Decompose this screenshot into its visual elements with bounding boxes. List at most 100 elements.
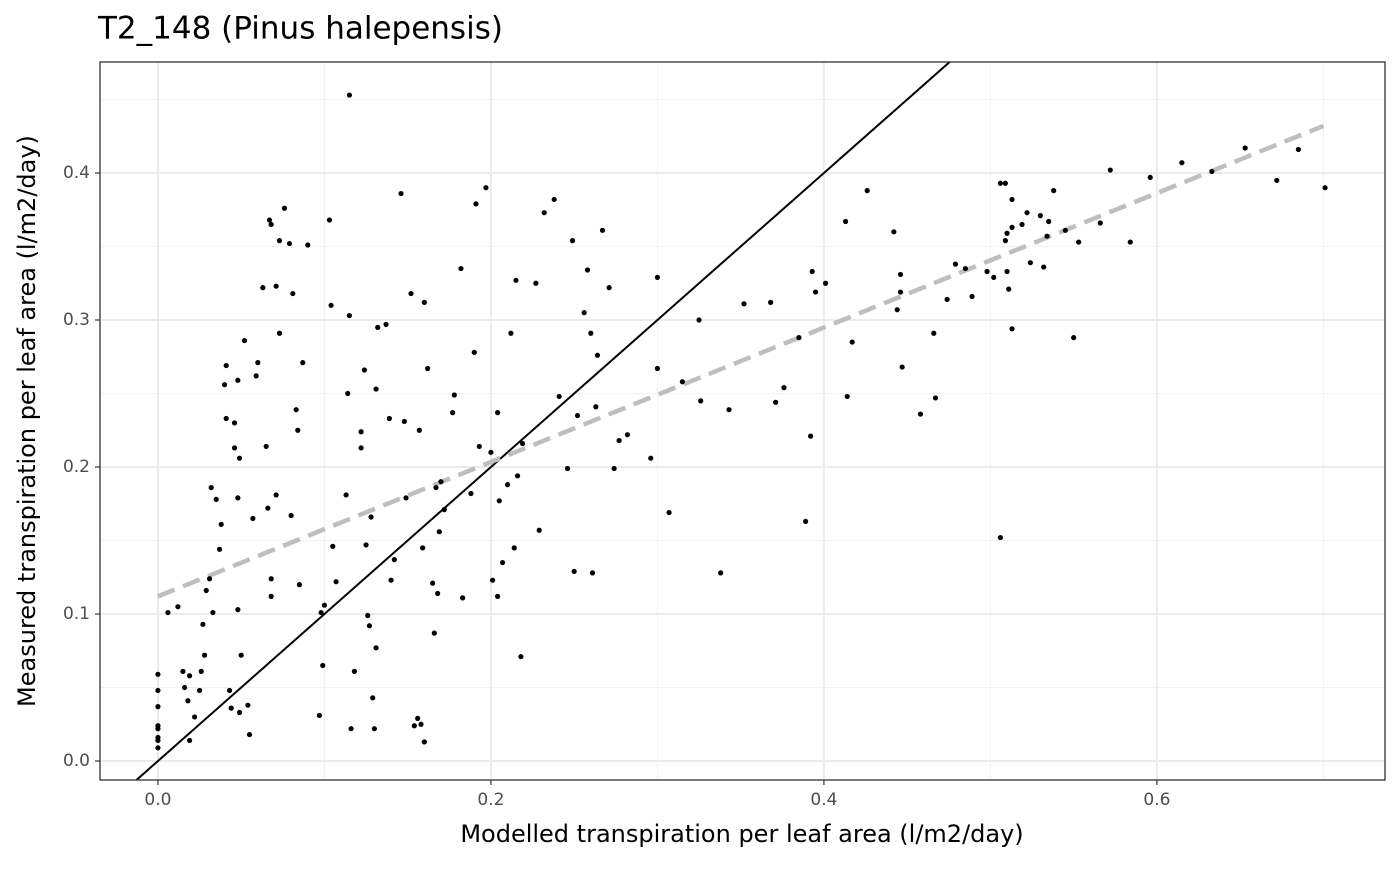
data-point bbox=[343, 492, 349, 498]
data-point bbox=[997, 534, 1003, 541]
data-point bbox=[255, 360, 261, 366]
data-point bbox=[666, 509, 672, 516]
data-point bbox=[388, 577, 394, 583]
identity-line bbox=[134, 62, 952, 780]
data-point bbox=[210, 609, 216, 616]
data-point bbox=[321, 602, 328, 608]
data-point bbox=[345, 390, 351, 397]
data-point bbox=[398, 190, 404, 197]
data-point bbox=[803, 518, 809, 525]
data-point bbox=[268, 221, 274, 228]
data-point bbox=[196, 687, 203, 694]
data-point bbox=[391, 557, 397, 563]
data-point bbox=[266, 217, 273, 223]
data-point bbox=[300, 360, 306, 366]
data-point bbox=[891, 229, 897, 235]
y-tick-label: 0.2 bbox=[63, 457, 90, 477]
x-tick-label: 0.0 bbox=[144, 790, 171, 810]
data-point bbox=[361, 367, 367, 373]
data-point bbox=[726, 407, 732, 413]
data-point bbox=[365, 612, 371, 619]
data-point bbox=[436, 529, 442, 535]
data-point bbox=[260, 285, 266, 291]
data-point bbox=[155, 745, 161, 751]
data-point bbox=[574, 412, 581, 419]
data-point bbox=[589, 570, 596, 576]
y-axis-label: Measured transpiration per leaf area (l/… bbox=[13, 135, 41, 707]
data-point bbox=[451, 392, 457, 398]
data-point bbox=[541, 210, 547, 216]
data-point bbox=[330, 543, 336, 550]
data-point bbox=[917, 411, 924, 417]
data-point bbox=[1097, 220, 1103, 226]
data-point bbox=[286, 240, 293, 247]
data-point bbox=[416, 427, 422, 433]
data-point bbox=[551, 196, 557, 203]
data-point bbox=[326, 217, 333, 223]
data-point bbox=[1127, 239, 1133, 245]
data-point bbox=[518, 654, 524, 660]
data-point bbox=[1006, 286, 1012, 292]
data-point bbox=[241, 337, 248, 344]
data-point bbox=[569, 238, 576, 244]
data-point bbox=[1147, 174, 1153, 181]
data-point bbox=[679, 379, 685, 385]
data-point bbox=[403, 495, 409, 501]
plot-area bbox=[134, 62, 1328, 780]
data-point bbox=[1044, 233, 1050, 239]
data-point bbox=[812, 289, 819, 295]
data-point bbox=[1004, 268, 1010, 275]
data-point bbox=[316, 712, 323, 719]
data-point bbox=[351, 668, 358, 674]
data-point bbox=[276, 330, 283, 336]
data-point bbox=[216, 546, 223, 552]
data-point bbox=[1179, 160, 1185, 166]
data-point bbox=[1024, 210, 1030, 216]
data-point bbox=[358, 445, 364, 451]
data-point bbox=[897, 271, 904, 278]
data-point bbox=[420, 545, 426, 551]
data-point bbox=[370, 695, 376, 701]
data-point bbox=[418, 721, 424, 727]
grid bbox=[100, 62, 1385, 780]
data-point bbox=[468, 490, 474, 497]
data-point bbox=[430, 580, 436, 586]
panel-border bbox=[99, 61, 1386, 781]
data-point bbox=[571, 568, 577, 574]
data-point bbox=[191, 714, 198, 720]
data-point bbox=[599, 227, 606, 233]
data-point bbox=[386, 415, 392, 422]
data-point bbox=[155, 687, 161, 694]
data-point bbox=[471, 349, 477, 355]
data-point bbox=[268, 576, 274, 582]
data-point bbox=[588, 330, 594, 336]
data-point bbox=[969, 293, 975, 300]
data-point bbox=[373, 386, 379, 392]
data-point bbox=[155, 737, 161, 744]
data-point bbox=[450, 410, 456, 416]
data-point bbox=[606, 285, 612, 291]
data-point bbox=[564, 465, 571, 472]
data-point bbox=[421, 299, 427, 305]
data-point bbox=[375, 324, 381, 330]
data-point bbox=[238, 652, 244, 658]
data-point bbox=[611, 465, 617, 472]
data-point bbox=[483, 185, 489, 191]
data-point bbox=[616, 437, 622, 444]
data-point bbox=[584, 267, 591, 273]
data-point bbox=[1242, 145, 1248, 151]
data-point bbox=[198, 668, 204, 674]
data-point bbox=[295, 427, 301, 433]
data-point bbox=[333, 579, 339, 585]
data-point bbox=[1009, 326, 1015, 332]
data-point bbox=[1002, 238, 1008, 244]
data-point bbox=[320, 662, 326, 669]
data-point bbox=[206, 576, 213, 582]
data-point bbox=[594, 352, 601, 358]
data-point bbox=[849, 339, 855, 345]
data-point bbox=[346, 92, 353, 98]
data-point bbox=[368, 514, 374, 520]
data-point bbox=[185, 698, 191, 704]
y-tick-label: 0.3 bbox=[63, 310, 90, 330]
